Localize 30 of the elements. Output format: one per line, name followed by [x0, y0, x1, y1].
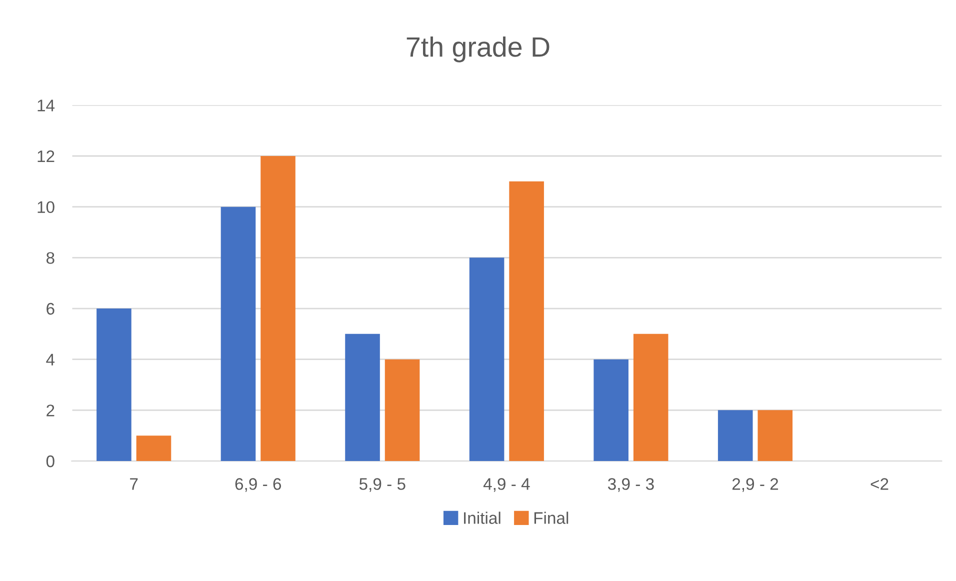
y-tick-label: 2: [46, 404, 54, 416]
x-tick-label: <2: [870, 478, 888, 490]
x-tick-label: 4,9 - 4: [483, 478, 530, 492]
x-tick-label: 6,9 - 6: [235, 478, 282, 492]
bar: [220, 206, 256, 462]
y-tick-label: 10: [38, 201, 54, 214]
x-tick-label: 3,9 - 3: [608, 478, 654, 492]
bar: [136, 436, 172, 462]
legend-label: Final: [534, 512, 568, 524]
bar: [509, 181, 544, 462]
bar: [384, 359, 420, 462]
x-tick-label: 2,9 - 2: [732, 478, 778, 492]
bar: [718, 410, 753, 462]
bar: [594, 359, 628, 462]
y-tick-label: 6: [46, 302, 54, 315]
bar: [345, 334, 380, 462]
bar: [96, 308, 132, 462]
y-tick-label: 0: [46, 455, 54, 468]
x-tick-label: 7: [130, 478, 138, 490]
y-tick-label: 8: [46, 252, 54, 264]
bar: [469, 258, 504, 462]
chart-title: 7th grade D: [406, 36, 550, 62]
bar: [758, 410, 793, 462]
y-tick-label: 12: [38, 150, 54, 162]
y-tick-label: 14: [38, 100, 55, 112]
bar: [633, 334, 668, 462]
x-tick-label: 5,9 - 5: [359, 478, 406, 492]
legend-label: Initial: [464, 512, 500, 524]
y-tick-label: 4: [46, 354, 55, 366]
bar: [260, 156, 296, 462]
